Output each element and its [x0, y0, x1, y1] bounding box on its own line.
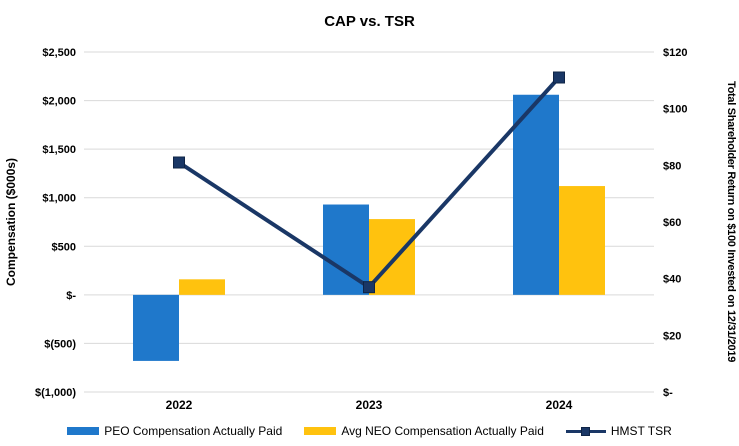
- tsr-line-swatch-icon: [565, 426, 606, 437]
- right-axis-tick-label: $80: [663, 160, 681, 172]
- legend-label: Avg NEO Compensation Actually Paid: [341, 424, 544, 438]
- left-axis-tick-label: $1,000: [42, 193, 76, 205]
- bar-neo-2023: [369, 219, 415, 295]
- x-axis-tick-label: 2024: [546, 398, 573, 412]
- left-axis-tick-label: $(500): [44, 338, 76, 350]
- bar-peo-2024: [513, 94, 559, 295]
- tsr-marker-2022: [173, 156, 185, 169]
- tsr-marker-2024: [553, 71, 565, 84]
- bar-peo-2022: [133, 294, 179, 361]
- chart-legend: PEO Compensation Actually Paid Avg NEO C…: [0, 424, 739, 438]
- right-axis-tick-label: $40: [663, 274, 681, 286]
- left-axis-tick-label: $500: [52, 241, 76, 253]
- legend-item-neo-cap: Avg NEO Compensation Actually Paid: [304, 424, 544, 438]
- left-axis-tick-label: $2,500: [42, 47, 76, 59]
- right-axis-tick-label: $100: [663, 104, 687, 116]
- left-axis-tick-label: $-: [66, 290, 76, 302]
- neo-bar-swatch-icon: [304, 427, 337, 435]
- chart-title: CAP vs. TSR: [324, 13, 415, 30]
- right-axis-tick-label: $60: [663, 217, 681, 229]
- bar-neo-2024: [559, 186, 605, 295]
- chart-plot-area: $2,500 $2,000 $1,500 $1,000 $500 $- $(500) $(1,…: [35, 47, 687, 412]
- peo-bar-swatch-icon: [67, 427, 100, 435]
- legend-label: PEO Compensation Actually Paid: [104, 424, 283, 438]
- legend-item-hmst-tsr: HMST TSR: [565, 424, 672, 438]
- left-axis-tick-label: $1,500: [42, 144, 76, 156]
- right-axis-tick-label: $20: [663, 330, 681, 342]
- bar-neo-2022: [179, 279, 225, 295]
- x-axis-tick-label: 2023: [356, 398, 383, 412]
- legend-label: HMST TSR: [610, 424, 672, 438]
- tsr-marker-2023: [363, 281, 375, 294]
- left-axis-tick-label: $2,000: [42, 96, 76, 108]
- right-axis-title: Total Shareholder Return on $100 Investe…: [725, 81, 737, 363]
- legend-item-peo-cap: PEO Compensation Actually Paid: [67, 424, 282, 438]
- right-axis-tick-label: $-: [663, 387, 673, 399]
- x-axis-tick-label: 2022: [166, 398, 193, 412]
- left-axis-tick-label: $(1,000): [35, 387, 76, 399]
- right-axis-tick-label: $120: [663, 47, 687, 59]
